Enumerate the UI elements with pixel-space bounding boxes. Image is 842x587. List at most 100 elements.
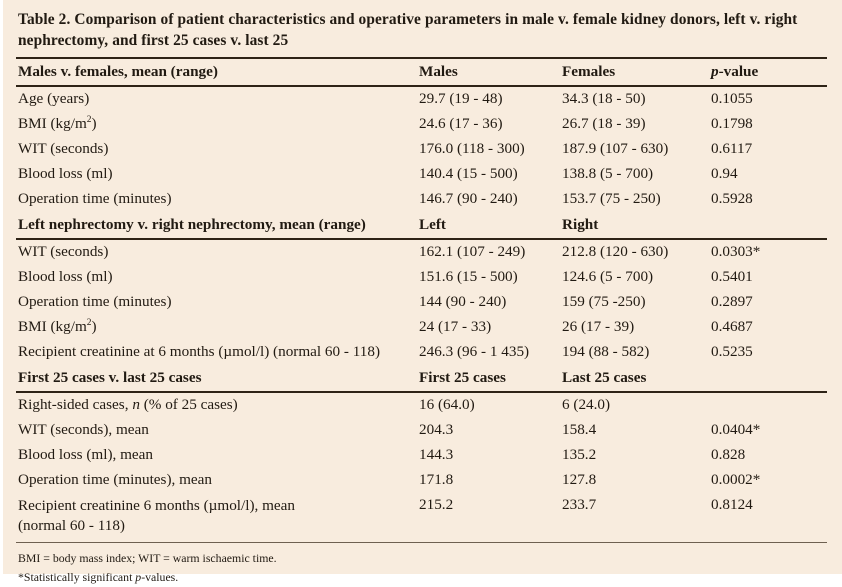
- cell-value: 0.0303*: [711, 243, 761, 261]
- cell-value: 153.7 (75 - 250): [562, 190, 661, 208]
- row-label: WIT (seconds): [16, 140, 419, 158]
- table-row: Operation time (minutes) 146.7 (90 - 240)…: [16, 187, 827, 212]
- table-bottom-rule: [16, 542, 827, 543]
- cell-value: 0.8124: [711, 495, 753, 513]
- cell-value: 176.0 (118 - 300): [419, 140, 525, 158]
- row-label: WIT (seconds), mean: [16, 421, 419, 439]
- text-segment: *Statistically significant: [18, 570, 136, 585]
- text-segment: Blood loss (ml): [18, 165, 113, 183]
- cell-value: 26.7 (18 - 39): [562, 115, 646, 133]
- text-segment: BMI = body mass index; WIT = warm ischae…: [18, 551, 277, 565]
- cell-value: 0.1798: [711, 115, 753, 133]
- footnote: BMI = body mass index; WIT = warm ischae…: [18, 549, 828, 568]
- table-row: Blood loss (ml) 140.4 (15 - 500) 138.8 (5 …: [16, 162, 827, 187]
- cell-value: 144 (90 - 240): [419, 293, 507, 311]
- cell-value: 0.0404*: [711, 421, 761, 439]
- row-label: Blood loss (ml), mean: [16, 446, 419, 464]
- cell-value: 0.94: [711, 165, 738, 183]
- cell-value: 0.1055: [711, 90, 753, 108]
- row-label: BMI (kg/m2): [16, 115, 419, 133]
- cell-value: 24.6 (17 - 36): [419, 115, 503, 133]
- text-segment: BMI (kg/m: [18, 115, 87, 133]
- text-segment: Blood loss (ml): [18, 268, 113, 286]
- row-label: Operation time (minutes), mean: [16, 471, 419, 489]
- row-label: BMI (kg/m2): [16, 318, 419, 336]
- text-segment: First 25 cases v. last 25 cases: [18, 368, 202, 386]
- table-title: Table 2. Comparison of patient character…: [18, 11, 798, 49]
- cell-value: 151.6 (15 - 500): [419, 268, 518, 286]
- cell-value: 0.2897: [711, 293, 753, 311]
- text-segment: Right-sided cases,: [18, 396, 133, 414]
- row-label: Left nephrectomy v. right nephrectomy, m…: [16, 216, 419, 234]
- text-segment: Recipient creatinine at 6 months (µmol/l…: [18, 343, 381, 361]
- cell-value: 127.8: [562, 471, 597, 489]
- table-row: Operation time (minutes), mean 171.8 127.8…: [16, 468, 827, 493]
- column-header: Males: [419, 63, 562, 81]
- text-segment: 2: [86, 318, 92, 329]
- text-segment: Right: [562, 215, 599, 233]
- section-header-row: Left nephrectomy v. right nephrectomy, m…: [16, 212, 827, 240]
- footnote: *Statistically significant p-values.: [18, 568, 828, 587]
- cell-value: 194 (88 - 582): [562, 343, 650, 361]
- table-row: Blood loss (ml) 151.6 (15 - 500) 124.6 (5 …: [16, 265, 827, 290]
- text-segment: 2: [86, 115, 92, 126]
- row-label: Blood loss (ml): [16, 268, 419, 286]
- cell-value: 0.0002*: [711, 471, 761, 489]
- row-label: Age (years): [16, 90, 419, 108]
- text-segment: Operation time (minutes): [18, 190, 172, 208]
- text-segment: p: [711, 62, 719, 80]
- text-segment: Males v. females, mean (range): [18, 62, 218, 80]
- text-segment: (normal 60 - 118): [18, 516, 125, 534]
- row-label: Operation time (minutes): [16, 190, 419, 208]
- text-segment: n: [132, 396, 140, 414]
- table-row: Right-sided cases, n (% of 25 cases) 16 (…: [16, 393, 827, 418]
- row-label: First 25 cases v. last 25 cases: [16, 369, 419, 387]
- table-row: BMI (kg/m2) 24.6 (17 - 36) 26.7 (18 - 39) 0…: [16, 112, 827, 137]
- table-row: BMI (kg/m2) 24 (17 - 33) 26 (17 - 39) 0.468…: [16, 315, 827, 340]
- text-segment: Operation time (minutes): [18, 293, 172, 311]
- column-header: p-value: [711, 63, 827, 81]
- text-segment: WIT (seconds): [18, 243, 109, 261]
- text-segment: Blood loss (ml), mean: [18, 446, 153, 464]
- text-segment: (% of 25 cases): [139, 396, 238, 414]
- cell-value: 124.6 (5 - 700): [562, 268, 654, 286]
- table: Males v. females, mean (range) Males Femal…: [16, 56, 827, 540]
- cell-value: 24 (17 - 33): [419, 318, 492, 336]
- column-header: Right: [562, 216, 711, 234]
- cell-value: 0.5928: [711, 190, 753, 208]
- cell-value: 0.5401: [711, 268, 753, 286]
- cell-value: 233.7: [562, 495, 597, 513]
- table-row: Age (years) 29.7 (19 - 48) 34.3 (18 - 50) 0…: [16, 87, 827, 112]
- text-segment: First 25 cases: [419, 368, 506, 386]
- cell-value: 16 (64.0): [419, 396, 475, 414]
- cell-value: 144.3: [419, 446, 454, 464]
- row-label: Right-sided cases, n (% of 25 cases): [16, 396, 419, 414]
- text-segment: Age (years): [18, 90, 90, 108]
- cell-value: 138.8 (5 - 700): [562, 165, 654, 183]
- table-row: WIT (seconds) 162.1 (107 - 249) 212.8 (120…: [16, 240, 827, 265]
- table-row: WIT (seconds), mean 204.3 158.4 0.0404*: [16, 418, 827, 443]
- table-row: Operation time (minutes) 144 (90 - 240) 15…: [16, 290, 827, 315]
- row-label: Males v. females, mean (range): [16, 63, 419, 81]
- cell-value: 215.2: [419, 495, 454, 513]
- footnotes: BMI = body mass index; WIT = warm ischae…: [16, 549, 828, 587]
- cell-value: 0.6117: [711, 140, 753, 158]
- cell-value: 212.8 (120 - 630): [562, 243, 669, 261]
- text-segment: Last 25 cases: [562, 368, 647, 386]
- cell-value: 0.4687: [711, 318, 753, 336]
- table-row: Recipient creatinine 6 months (µmol/l), …: [16, 493, 827, 540]
- text-segment: WIT (seconds): [18, 140, 109, 158]
- cell-value: 140.4 (15 - 500): [419, 165, 518, 183]
- cell-value: 29.7 (19 - 48): [419, 90, 503, 108]
- cell-value: 0.828: [711, 446, 746, 464]
- table-row: Recipient creatinine at 6 months (µmol/l…: [16, 340, 827, 365]
- cell-value: 146.7 (90 - 240): [419, 190, 518, 208]
- column-header: Left: [419, 216, 562, 234]
- text-segment: -value: [718, 62, 759, 80]
- text-segment: Left: [419, 215, 446, 233]
- table-row: WIT (seconds) 176.0 (118 - 300) 187.9 (107…: [16, 137, 827, 162]
- row-label: Operation time (minutes): [16, 293, 419, 311]
- table-row: Blood loss (ml), mean 144.3 135.2 0.828: [16, 443, 827, 468]
- cell-value: 34.3 (18 - 50): [562, 90, 646, 108]
